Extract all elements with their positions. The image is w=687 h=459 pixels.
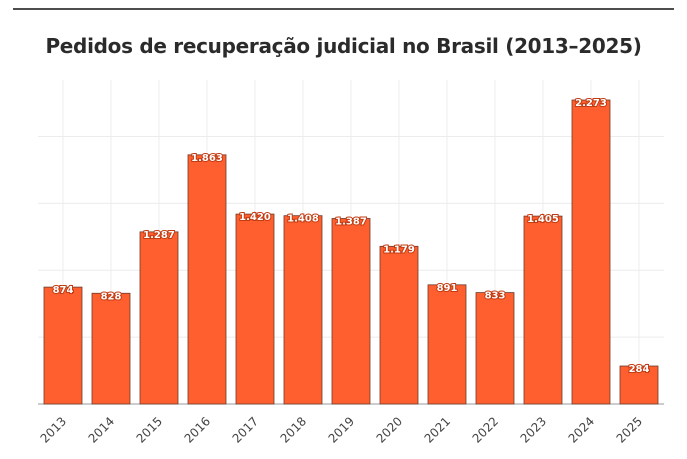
x-tick-2024: 2024: [566, 414, 597, 445]
x-tick-2025: 2025: [614, 414, 645, 445]
bars: [43, 99, 659, 405]
value-label-2013: 874: [53, 285, 74, 296]
bar-2022: [475, 292, 515, 405]
top-rule: [13, 8, 674, 10]
x-tick-labels: 2013 2014 2015 2016 2017 2018 2019 2020 2021 2022…: [38, 414, 645, 445]
bar-2014: [91, 292, 131, 405]
x-tick-2014: 2014: [86, 414, 117, 445]
x-tick-2016: 2016: [182, 414, 213, 445]
value-label-2025: 284: [629, 364, 650, 375]
value-label-2015: 1.287: [143, 230, 175, 241]
bar-2016: [187, 154, 227, 405]
value-label-2021: 891: [437, 283, 458, 294]
x-tick-2019: 2019: [326, 414, 357, 445]
bar-2021: [427, 284, 467, 405]
bar-2024: [571, 99, 611, 405]
value-label-2014: 828: [101, 291, 122, 302]
value-label-2016: 1.863: [191, 153, 223, 164]
x-tick-2021: 2021: [422, 414, 453, 445]
x-tick-2015: 2015: [134, 414, 165, 445]
x-tick-2023: 2023: [518, 414, 549, 445]
bar-2019: [331, 218, 371, 405]
bar-2025: [619, 365, 659, 405]
bar-2020: [379, 245, 419, 405]
x-tick-2022: 2022: [470, 414, 501, 445]
bar-2013: [43, 286, 83, 405]
value-labels: 874 828 1.287 1.863 1.420 1.408 1.387 1.179 891 8…: [52, 97, 651, 376]
bar-2017: [235, 213, 275, 405]
bar-2018: [283, 215, 323, 405]
x-tick-2018: 2018: [278, 414, 309, 445]
value-label-2022: 833: [485, 291, 506, 302]
x-tick-2017: 2017: [230, 414, 261, 445]
value-label-2023: 1.405: [527, 214, 559, 225]
chart-title: Pedidos de recuperação judicial no Brasi…: [45, 34, 642, 58]
value-label-2020: 1.179: [383, 244, 415, 255]
value-label-2017: 1.420: [239, 212, 271, 223]
bar-2015: [139, 231, 179, 405]
value-label-2019: 1.387: [335, 216, 367, 227]
x-tick-2013: 2013: [38, 414, 69, 445]
bar-2023: [523, 215, 563, 405]
value-label-2024: 2.273: [575, 98, 607, 109]
value-label-2018: 1.408: [287, 214, 319, 225]
x-tick-2020: 2020: [374, 414, 405, 445]
